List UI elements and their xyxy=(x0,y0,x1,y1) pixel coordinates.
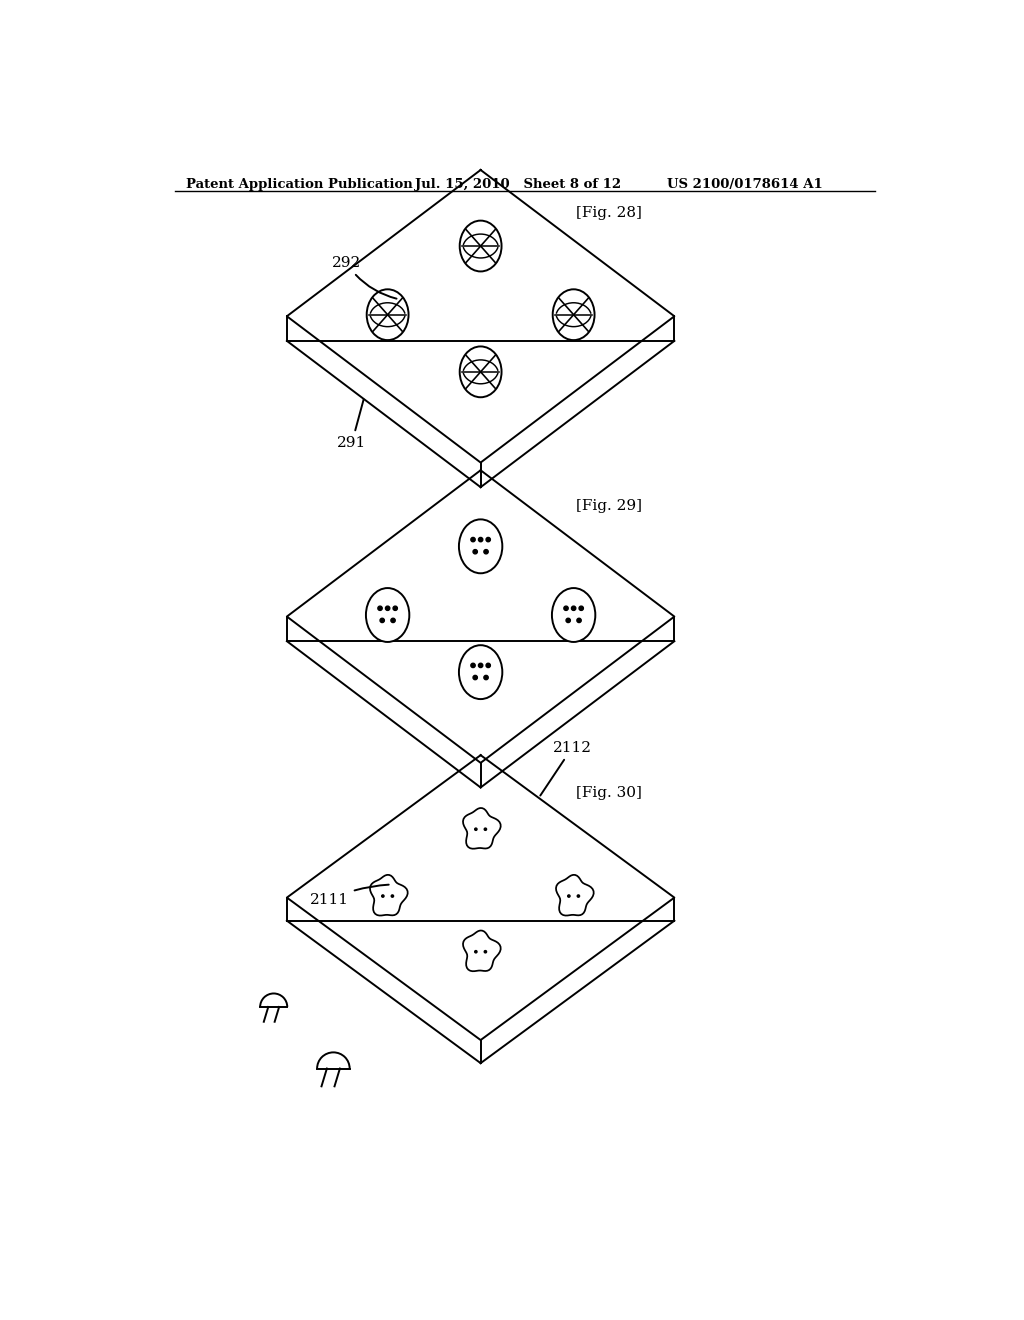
Ellipse shape xyxy=(552,589,595,642)
Ellipse shape xyxy=(459,519,503,573)
Circle shape xyxy=(393,606,397,610)
Circle shape xyxy=(473,549,477,554)
Circle shape xyxy=(473,676,477,680)
Circle shape xyxy=(471,537,475,541)
Text: Jul. 15, 2010   Sheet 8 of 12: Jul. 15, 2010 Sheet 8 of 12 xyxy=(415,178,621,190)
Text: 292: 292 xyxy=(332,256,396,298)
Circle shape xyxy=(567,895,570,898)
Circle shape xyxy=(484,950,486,953)
Text: [Fig. 28]: [Fig. 28] xyxy=(575,206,642,220)
Polygon shape xyxy=(463,808,501,849)
Circle shape xyxy=(484,676,488,680)
Ellipse shape xyxy=(366,589,410,642)
Circle shape xyxy=(475,828,477,830)
Circle shape xyxy=(478,663,482,668)
Circle shape xyxy=(391,895,393,898)
Ellipse shape xyxy=(459,645,503,700)
Text: 291: 291 xyxy=(337,400,367,450)
Circle shape xyxy=(578,895,580,898)
Ellipse shape xyxy=(460,220,502,272)
Circle shape xyxy=(385,606,390,610)
Circle shape xyxy=(564,606,568,610)
Text: 2112: 2112 xyxy=(541,741,592,796)
Circle shape xyxy=(579,606,584,610)
Circle shape xyxy=(378,606,382,610)
Ellipse shape xyxy=(460,346,502,397)
Ellipse shape xyxy=(367,289,409,341)
Circle shape xyxy=(382,895,384,898)
Polygon shape xyxy=(556,875,594,916)
Circle shape xyxy=(475,950,477,953)
Circle shape xyxy=(566,618,570,623)
Circle shape xyxy=(380,618,384,623)
Text: 2111: 2111 xyxy=(310,884,389,907)
Circle shape xyxy=(471,663,475,668)
Text: [Fig. 30]: [Fig. 30] xyxy=(575,785,642,800)
Ellipse shape xyxy=(553,289,595,341)
Circle shape xyxy=(486,663,490,668)
Circle shape xyxy=(484,549,488,554)
Text: [Fig. 29]: [Fig. 29] xyxy=(575,499,642,512)
Circle shape xyxy=(391,618,395,623)
Polygon shape xyxy=(463,931,501,972)
Circle shape xyxy=(577,618,582,623)
Polygon shape xyxy=(370,875,408,916)
Text: Patent Application Publication: Patent Application Publication xyxy=(186,178,413,190)
Circle shape xyxy=(478,537,482,541)
Text: US 2100/0178614 A1: US 2100/0178614 A1 xyxy=(667,178,822,190)
Circle shape xyxy=(571,606,575,610)
Circle shape xyxy=(484,828,486,830)
Circle shape xyxy=(486,537,490,541)
